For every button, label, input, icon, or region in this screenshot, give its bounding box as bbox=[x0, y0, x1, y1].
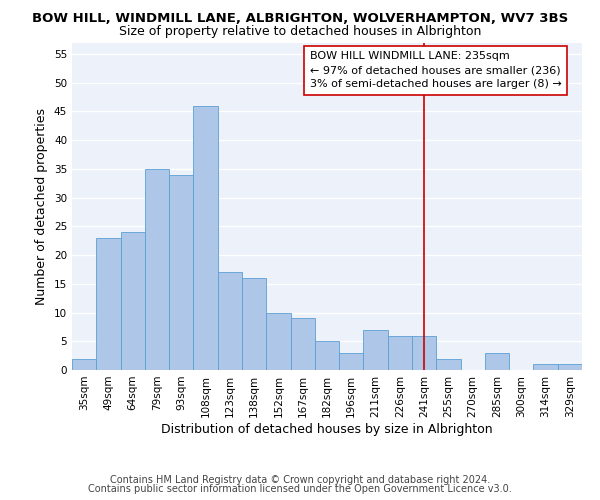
Bar bbox=[315, 342, 339, 370]
Bar bbox=[339, 353, 364, 370]
Bar bbox=[412, 336, 436, 370]
Text: BOW HILL WINDMILL LANE: 235sqm
← 97% of detached houses are smaller (236)
3% of : BOW HILL WINDMILL LANE: 235sqm ← 97% of … bbox=[310, 51, 562, 89]
Bar bbox=[485, 353, 509, 370]
Bar bbox=[242, 278, 266, 370]
Bar bbox=[290, 318, 315, 370]
Text: Size of property relative to detached houses in Albrighton: Size of property relative to detached ho… bbox=[119, 25, 481, 38]
Bar bbox=[364, 330, 388, 370]
Text: Contains public sector information licensed under the Open Government Licence v3: Contains public sector information licen… bbox=[88, 484, 512, 494]
Bar bbox=[388, 336, 412, 370]
X-axis label: Distribution of detached houses by size in Albrighton: Distribution of detached houses by size … bbox=[161, 422, 493, 436]
Y-axis label: Number of detached properties: Number of detached properties bbox=[35, 108, 49, 304]
Bar bbox=[436, 358, 461, 370]
Bar bbox=[193, 106, 218, 370]
Bar bbox=[96, 238, 121, 370]
Bar bbox=[145, 169, 169, 370]
Text: Contains HM Land Registry data © Crown copyright and database right 2024.: Contains HM Land Registry data © Crown c… bbox=[110, 475, 490, 485]
Bar bbox=[558, 364, 582, 370]
Bar bbox=[218, 272, 242, 370]
Bar bbox=[533, 364, 558, 370]
Bar bbox=[266, 312, 290, 370]
Bar bbox=[72, 358, 96, 370]
Bar bbox=[169, 174, 193, 370]
Bar bbox=[121, 232, 145, 370]
Text: BOW HILL, WINDMILL LANE, ALBRIGHTON, WOLVERHAMPTON, WV7 3BS: BOW HILL, WINDMILL LANE, ALBRIGHTON, WOL… bbox=[32, 12, 568, 26]
